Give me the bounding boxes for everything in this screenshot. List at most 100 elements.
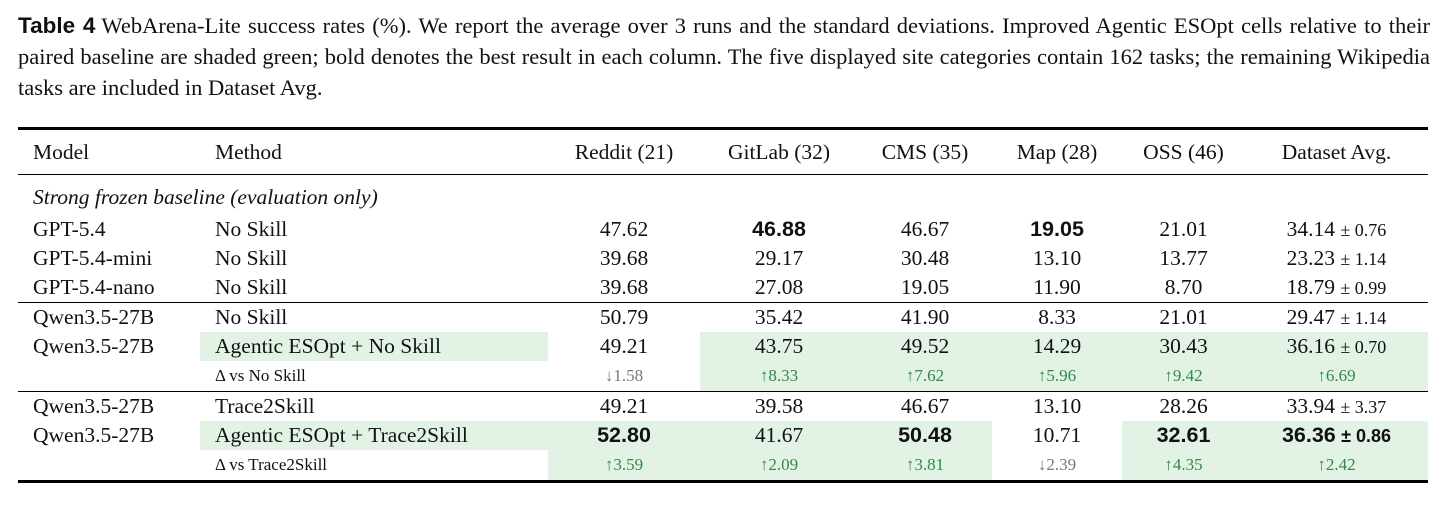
avg-sd: ± 0.99 <box>1340 278 1387 298</box>
method-cell: Trace2Skill <box>200 391 548 421</box>
model-cell: GPT-5.4-mini <box>33 246 153 270</box>
method-cell: No Skill <box>215 275 288 299</box>
empty-cell <box>18 450 200 482</box>
delta-value: ↑2.42 <box>1245 450 1428 482</box>
model-cell: Qwen3.5-27B <box>18 391 200 421</box>
results-table: Model Method Reddit (21) GitLab (32) CMS (35… <box>18 127 1428 483</box>
avg-sd: ± 0.76 <box>1340 220 1387 240</box>
value-cell: 35.42 <box>700 302 858 332</box>
model-cell: Qwen3.5-27B <box>33 334 155 358</box>
header-cell: CMS (35) <box>858 128 992 175</box>
data-row: Qwen3.5-27B Agentic ESOpt + Trace2Skill 52… <box>18 421 1428 450</box>
value-cell: 30.43 <box>1122 332 1245 361</box>
avg-cell: 29.47 ± 1.14 <box>1245 302 1428 332</box>
method-cell: No Skill <box>200 302 548 332</box>
delta-value: ↓1.58 <box>604 366 644 385</box>
model-cell: Qwen3.5-27B <box>18 302 200 332</box>
delta-value: ↑3.81 <box>858 450 992 482</box>
value-cell: 49.52 <box>858 332 992 361</box>
avg-cell: 36.36 ± 0.86 <box>1245 421 1428 450</box>
delta-value: ↑5.96 <box>992 361 1122 392</box>
delta-value: ↑8.33 <box>700 361 858 392</box>
header-cell: OSS (46) <box>1122 128 1245 175</box>
value-cell: 39.68 <box>599 246 649 270</box>
method-cell: Agentic ESOpt + No Skill <box>200 332 548 361</box>
avg-sd: ± 0.70 <box>1340 337 1387 357</box>
value-cell: 21.01 <box>1159 217 1208 241</box>
avg-value: 36.36 <box>1281 423 1336 447</box>
empty-cell <box>18 361 200 392</box>
header-cell: Method <box>200 128 548 175</box>
delta-value: ↓2.39 <box>1037 455 1077 474</box>
data-row: Qwen3.5-27B No Skill 50.79 35.42 41.90 8.33 21… <box>18 302 1428 332</box>
avg-sd: ± 1.14 <box>1340 308 1387 328</box>
header-row: Model Method Reddit (21) GitLab (32) CMS (35… <box>18 128 1428 175</box>
avg-cell: 36.16 ± 0.70 <box>1245 332 1428 361</box>
section-title: Strong frozen baseline (evaluation only) <box>33 184 378 209</box>
value-cell: 46.88 <box>752 217 806 241</box>
value-cell: 47.62 <box>599 217 649 241</box>
data-row: GPT-5.4-mini No Skill 39.68 29.17 30.48 13.10… <box>18 244 1428 273</box>
value-cell: 30.48 <box>900 246 950 270</box>
value-cell: 28.26 <box>1122 391 1245 421</box>
value-cell: 49.21 <box>599 334 649 358</box>
value-cell: 46.67 <box>900 217 950 241</box>
method-cell: Agentic ESOpt + Trace2Skill <box>200 421 548 450</box>
section-title-row: Strong frozen baseline (evaluation only) <box>18 175 1428 216</box>
avg-sd: ± 0.86 <box>1341 426 1392 446</box>
caption: Table 4 WebArena-Lite success rates (%). … <box>18 10 1430 103</box>
caption-text: WebArena-Lite success rates (%). We repo… <box>18 13 1430 100</box>
avg-value: 33.94 <box>1286 394 1336 418</box>
avg-cell: 18.79 ± 0.99 <box>1245 273 1428 303</box>
value-cell: 50.79 <box>548 302 700 332</box>
value-cell: 14.29 <box>992 332 1122 361</box>
avg-sd: ± 3.37 <box>1340 397 1387 417</box>
value-cell: 11.90 <box>1033 275 1081 299</box>
data-row: GPT-5.4 No Skill 47.62 46.88 46.67 19.05 21.01… <box>18 215 1428 244</box>
avg-value: 34.14 <box>1286 217 1336 241</box>
value-cell: 10.71 <box>1032 423 1082 447</box>
value-cell: 13.10 <box>992 391 1122 421</box>
avg-value: 36.16 <box>1286 334 1336 358</box>
delta-value: ↑6.69 <box>1245 361 1428 392</box>
avg-sd: ± 1.14 <box>1340 249 1387 269</box>
model-cell: GPT-5.4 <box>33 217 106 241</box>
value-cell: 8.33 <box>992 302 1122 332</box>
value-cell: 32.61 <box>1122 421 1245 450</box>
value-cell: 13.10 <box>1032 246 1082 270</box>
value-cell: 39.68 <box>599 275 649 299</box>
value-cell: 19.05 <box>900 275 950 299</box>
delta-label: Δ vs No Skill <box>215 366 306 385</box>
value-cell: 41.90 <box>858 302 992 332</box>
header-cell: Model <box>18 128 200 175</box>
delta-label: Δ vs Trace2Skill <box>215 455 328 474</box>
avg-value: 29.47 <box>1286 305 1336 329</box>
value-cell: 19.05 <box>1030 217 1084 241</box>
method-cell: No Skill <box>215 246 288 270</box>
value-cell: 8.70 <box>1164 275 1203 299</box>
delta-row: Δ vs No Skill ↓1.58 ↑8.33 ↑7.62 ↑5.96 ↑9.42 ↑6… <box>18 361 1428 392</box>
avg-cell: 34.14 ± 0.76 <box>1245 215 1428 244</box>
value-cell: 43.75 <box>700 332 858 361</box>
value-cell: 52.80 <box>548 421 700 450</box>
model-cell: Qwen3.5-27B <box>33 423 155 447</box>
value-cell: 46.67 <box>858 391 992 421</box>
value-cell: 27.08 <box>754 275 804 299</box>
avg-value: 23.23 <box>1286 246 1336 270</box>
method-cell: No Skill <box>215 217 288 241</box>
value-cell: 50.48 <box>858 421 992 450</box>
data-row: Qwen3.5-27B Trace2Skill 49.21 39.58 46.67 13.… <box>18 391 1428 421</box>
header-cell: Map (28) <box>992 128 1122 175</box>
caption-label: Table 4 <box>18 13 96 38</box>
value-cell: 21.01 <box>1122 302 1245 332</box>
delta-value: ↑4.35 <box>1122 450 1245 482</box>
delta-value: ↑7.62 <box>858 361 992 392</box>
avg-cell: 33.94 ± 3.37 <box>1245 391 1428 421</box>
value-cell: 49.21 <box>548 391 700 421</box>
delta-value: ↑9.42 <box>1122 361 1245 392</box>
header-cell: Reddit (21) <box>548 128 700 175</box>
delta-value: ↑3.59 <box>548 450 700 482</box>
avg-cell: 23.23 ± 1.14 <box>1245 244 1428 273</box>
value-cell: 39.58 <box>700 391 858 421</box>
